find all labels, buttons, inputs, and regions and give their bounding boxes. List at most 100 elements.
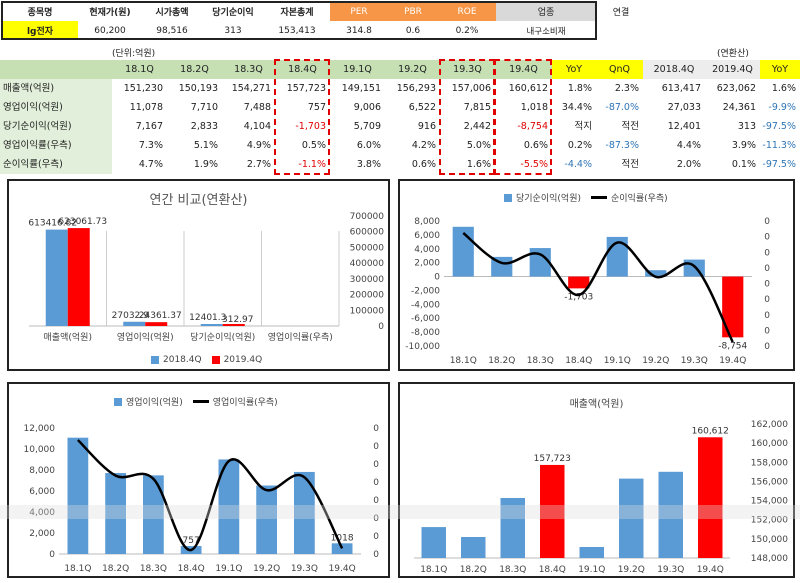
header-col-marketcap: 시가총액 bbox=[155, 8, 189, 18]
y2-tick-label: 0 bbox=[373, 478, 379, 488]
x-tick-label: 18.2Q bbox=[488, 356, 515, 366]
table-col-header: 2018.4Q bbox=[643, 60, 705, 79]
unit-right: (연환산) bbox=[717, 49, 749, 59]
dash-box-194q bbox=[494, 59, 552, 175]
table-col-header: 19.3Q bbox=[440, 60, 495, 79]
table-row: 영업이익률(우측) 7.3% 5.1% 4.9% 0.5% 6.0% 4.2% 5.0% 0.6… bbox=[0, 136, 800, 155]
table-row-label: 순이익률(우측) bbox=[0, 155, 112, 174]
y2-tick-label: 0 bbox=[373, 496, 379, 506]
bar bbox=[142, 475, 164, 554]
legend-label-netmargin: 순이익률(우측) bbox=[610, 194, 668, 204]
y-tick-label: 8,000 bbox=[29, 466, 55, 476]
bar-2018.4Q bbox=[123, 321, 146, 326]
x-tick-label: 18.1Q bbox=[450, 356, 477, 366]
chart-annual-title: 연간 비교(연환산) bbox=[149, 193, 248, 208]
header-col-roe: ROE bbox=[438, 2, 496, 21]
table-cell: 1,018 bbox=[520, 102, 548, 113]
bar bbox=[331, 543, 353, 554]
bar bbox=[540, 464, 565, 558]
table-cell: 0.6% bbox=[411, 159, 436, 170]
legend-swatch-opincome bbox=[114, 397, 122, 406]
table-cell: 27,033 bbox=[667, 102, 701, 113]
margin-line bbox=[77, 439, 344, 552]
y-tick-label: 2,000 bbox=[414, 259, 440, 269]
table-cell: 916 bbox=[417, 121, 436, 132]
table-cell: 4.4% bbox=[676, 140, 701, 151]
table-cell: 1.9% bbox=[193, 159, 218, 170]
x-tick-label: 19.2Q bbox=[253, 564, 280, 574]
table-cell: 0.1% bbox=[731, 159, 756, 170]
y2-tick-label: 0 bbox=[373, 532, 379, 542]
x-tick-label: 19.4Q bbox=[697, 565, 724, 575]
header-col-netincome: 당기순이익 bbox=[212, 8, 254, 18]
y-tick-label: 162,000 bbox=[751, 420, 788, 430]
bar-2018.4Q bbox=[200, 324, 223, 326]
table-cell: 적전 bbox=[621, 121, 639, 132]
data-label: 1018 bbox=[331, 533, 354, 543]
y-tick-label: 100000 bbox=[350, 306, 385, 316]
header-val-name: lg전자 bbox=[2, 21, 78, 40]
y-tick-label: 12,000 bbox=[24, 424, 56, 434]
bar bbox=[67, 437, 89, 554]
table-cell: 1.8% bbox=[567, 83, 592, 94]
legend-line-opmargin bbox=[192, 400, 209, 403]
header-val-pbr: 0.6 bbox=[405, 25, 421, 36]
bar bbox=[256, 485, 278, 554]
table-cell: -5.5% bbox=[520, 159, 548, 170]
table-row: 순이익률(우측) 4.7% 1.9% 2.7% -1.1% 3.8% 0.6% 1.6% -5.… bbox=[0, 155, 800, 174]
watermark-band bbox=[0, 505, 800, 519]
table-col-header: 19.2Q bbox=[385, 60, 440, 79]
y-tick-label: -8,000 bbox=[411, 328, 440, 338]
y-tick-label: -10,000 bbox=[405, 342, 440, 352]
table-cell: -97.5% bbox=[762, 159, 796, 170]
y2-tick-label: 0 bbox=[373, 442, 379, 452]
bar-2019.4Q bbox=[222, 324, 245, 326]
table-cell: 7,167 bbox=[135, 121, 163, 132]
dash-box-193q bbox=[439, 59, 495, 175]
chart-annual-svg: 0 100000 200000 300000 400000 500000 600000 700… bbox=[28, 212, 385, 343]
y-tick-label: 0 bbox=[434, 273, 440, 283]
data-label: 27032.9 bbox=[112, 311, 149, 321]
legend-label-2018: 2018.4Q bbox=[163, 355, 202, 365]
header-values-row: lg전자 60,200 98,516 313 153,413 314.8 0.6… bbox=[2, 21, 596, 40]
table-cell: -11.3% bbox=[762, 140, 796, 151]
table-row: 매출액(억원) 151,230 150,193 154,271 157,723 149,1… bbox=[0, 79, 800, 98]
table-cell: 5.0% bbox=[466, 140, 491, 151]
y2-tick-label: 0 bbox=[764, 217, 770, 227]
y-tick-label: 300000 bbox=[350, 275, 385, 285]
x-tick-label: 19.4Q bbox=[329, 564, 356, 574]
x-tick-label: 18.4Q bbox=[565, 356, 592, 366]
data-label: 157,723 bbox=[534, 454, 571, 464]
x-tick-label: 19.4Q bbox=[719, 356, 746, 366]
table-cell: 12,401 bbox=[667, 121, 701, 132]
bar bbox=[105, 473, 127, 554]
chart-opincome-panel: 영업이익(억원) 영업이익률(우측) 0 2,000 4,000 6,000 8,000… bbox=[7, 382, 390, 578]
table-cell: 157,006 bbox=[451, 83, 491, 94]
table-col-header: 19.4Q bbox=[495, 60, 552, 79]
table-cell: 4.9% bbox=[246, 140, 271, 151]
chart-opincome-svg: 0 2,000 4,000 6,000 8,000 10,000 12,000 0 0 0 0 0 0 0… bbox=[24, 424, 380, 574]
table-cell: 0.6% bbox=[523, 140, 548, 151]
y2-tick-label: 0 bbox=[373, 460, 379, 470]
table-row: 영업이익(억원) 11,078 7,710 7,488 757 9,006 6,522 7,8… bbox=[0, 98, 800, 117]
y2-tick-label: 0 bbox=[764, 264, 770, 274]
bar bbox=[658, 471, 683, 558]
table-row: 당기순이익(억원) 7,167 2,833 4,104 -1,703 5,709 916 2,… bbox=[0, 117, 800, 136]
y-tick-label: 600000 bbox=[350, 228, 385, 238]
y-tick-label: 154,000 bbox=[751, 497, 788, 507]
data-label: 12401.3 bbox=[189, 313, 226, 323]
y-tick-label: 0 bbox=[378, 322, 384, 332]
table-row-label: 영업이익률(우측) bbox=[0, 136, 112, 155]
y2-tick-label: 0 bbox=[764, 233, 770, 243]
x-tick-label: 당기순이익(억원) bbox=[190, 331, 255, 343]
legend-swatch-2019 bbox=[211, 356, 220, 364]
chart-netincome-legend: 당기순이익(억원) 순이익률(우측) bbox=[504, 191, 668, 204]
y-tick-label: 4,000 bbox=[29, 508, 55, 518]
header-col-consolidated: 연결 bbox=[612, 8, 630, 18]
table-cell: 3.8% bbox=[356, 159, 381, 170]
table-col-header: 18.3Q bbox=[222, 60, 275, 79]
table-cell: 623,062 bbox=[716, 83, 756, 94]
chart-annual-legend: 2018.4Q 2019.4Q bbox=[151, 355, 262, 365]
y-tick-label: 10,000 bbox=[24, 445, 56, 455]
table-cell: 34.4% bbox=[561, 102, 592, 113]
